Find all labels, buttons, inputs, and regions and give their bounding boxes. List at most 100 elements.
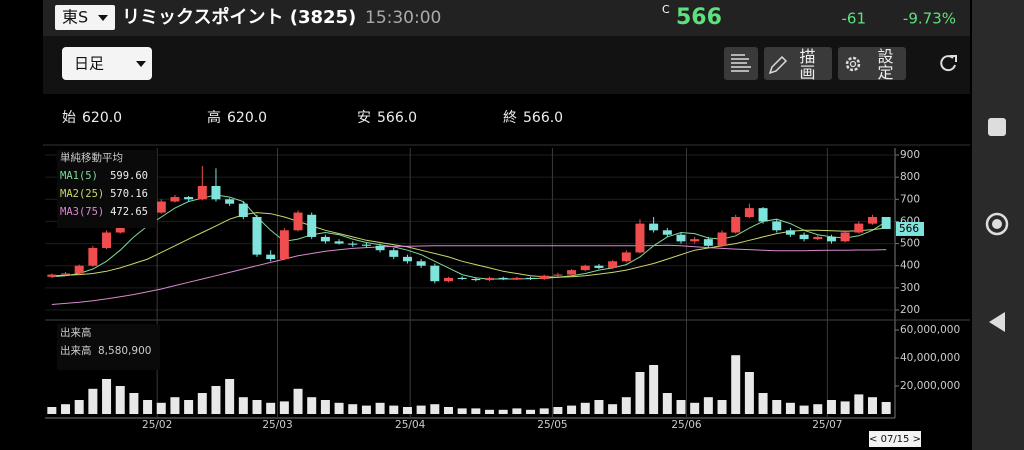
stock-title: リミックスポイント (3825) bbox=[122, 6, 356, 28]
refresh-icon[interactable] bbox=[940, 55, 956, 72]
volume-bar bbox=[320, 400, 330, 414]
volume-bar bbox=[293, 388, 303, 414]
legend-value: 599.60 bbox=[110, 170, 148, 182]
header-bar bbox=[43, 0, 970, 36]
candle-body bbox=[826, 236, 836, 242]
volume-bar bbox=[143, 400, 153, 414]
candle-body bbox=[102, 232, 112, 248]
candle-body bbox=[430, 265, 440, 282]
ohlc-label: 高 bbox=[207, 109, 221, 126]
candle-body bbox=[608, 261, 618, 268]
recents-button[interactable] bbox=[988, 118, 1006, 136]
candle-body bbox=[293, 212, 303, 231]
volume-bar bbox=[102, 379, 112, 414]
volume-bar bbox=[443, 407, 453, 414]
candle-body bbox=[526, 277, 536, 279]
x-tick-label: 25/05 bbox=[537, 419, 567, 431]
volume-bar bbox=[307, 397, 317, 414]
x-tick-label: 25/03 bbox=[262, 419, 292, 431]
ma-line bbox=[51, 212, 887, 278]
candle-body bbox=[854, 223, 864, 233]
candle-body bbox=[443, 277, 453, 282]
home-button[interactable] bbox=[985, 212, 1009, 236]
candle-body bbox=[238, 203, 248, 217]
candle-body bbox=[621, 252, 631, 262]
candle-body bbox=[649, 223, 659, 231]
last-price-label: 566 bbox=[899, 223, 919, 235]
volume-bar bbox=[731, 355, 741, 414]
settings-button[interactable] bbox=[838, 47, 906, 80]
volume-bar bbox=[703, 397, 713, 414]
volume-bar bbox=[197, 393, 207, 414]
price-prefix: C bbox=[662, 3, 670, 16]
candle-body bbox=[867, 217, 877, 224]
volume-bar bbox=[854, 394, 864, 414]
candle-body bbox=[567, 270, 577, 275]
volume-bar bbox=[348, 404, 358, 414]
candle-body bbox=[594, 265, 604, 268]
volume-bar bbox=[881, 401, 891, 414]
draw-button[interactable] bbox=[764, 47, 832, 80]
y-tick-label: 400 bbox=[900, 260, 920, 272]
dropdown-arrow bbox=[98, 15, 108, 21]
volume-bar bbox=[717, 400, 727, 414]
legend-name: MA3(75) bbox=[60, 206, 104, 218]
refresh-arrow bbox=[950, 55, 957, 62]
candle-body bbox=[772, 221, 782, 231]
volume-bar bbox=[389, 405, 399, 414]
y-tick-label: 20,000,000 bbox=[900, 380, 960, 392]
legend-title: 単純移動平均 bbox=[60, 151, 123, 164]
market-select[interactable] bbox=[55, 5, 115, 30]
volume-bar bbox=[74, 400, 84, 414]
volume-bar bbox=[840, 401, 850, 414]
volume-bar bbox=[526, 409, 536, 414]
candle-body bbox=[416, 261, 426, 266]
interval-select[interactable] bbox=[62, 47, 152, 80]
legend-box bbox=[57, 150, 157, 228]
volume-bar bbox=[170, 397, 180, 414]
volume-bar bbox=[334, 402, 344, 414]
candle-body bbox=[402, 256, 412, 262]
y-tick-label: 800 bbox=[900, 171, 920, 183]
ohlc-label: 始 bbox=[62, 110, 76, 126]
candle-body bbox=[813, 236, 823, 240]
volume-bar bbox=[47, 407, 57, 414]
x-tick-label: 25/04 bbox=[395, 419, 426, 431]
candle-body bbox=[279, 230, 289, 260]
volume-bar bbox=[485, 409, 495, 414]
volume-bar bbox=[252, 400, 262, 414]
last-price-tag bbox=[896, 221, 924, 236]
ohlc-value: 566.0 bbox=[377, 110, 417, 126]
volume-bar bbox=[553, 407, 563, 414]
list-icon bbox=[731, 54, 751, 72]
candle-body bbox=[361, 244, 371, 246]
plot: 20030040050060070080090020,000,00040,000… bbox=[45, 148, 960, 447]
candle-body bbox=[170, 197, 180, 202]
candle-body bbox=[553, 274, 563, 276]
volume-bar bbox=[238, 397, 248, 414]
volume-bar bbox=[676, 400, 686, 414]
volume-bar bbox=[115, 386, 125, 414]
volume-bar bbox=[744, 372, 754, 414]
ohlc-label: 終 bbox=[503, 110, 517, 126]
volume-bar bbox=[402, 407, 412, 414]
ohlc-value: 620.0 bbox=[82, 110, 122, 126]
candle-body bbox=[635, 223, 645, 253]
legend-name: MA1(5) bbox=[60, 170, 98, 182]
volume-bar bbox=[608, 404, 618, 414]
cursor-box bbox=[869, 431, 921, 447]
volume-bar bbox=[129, 393, 139, 414]
back-button[interactable] bbox=[989, 312, 1005, 332]
volume-bar bbox=[758, 393, 768, 414]
volume-bar bbox=[225, 379, 235, 414]
candle-body bbox=[580, 265, 590, 271]
ohlc-value: 566.0 bbox=[523, 110, 563, 126]
volume-bar bbox=[690, 402, 700, 414]
legend-value: 8,580,900 bbox=[98, 345, 151, 357]
candle-body bbox=[690, 239, 700, 242]
volume-bar bbox=[471, 408, 481, 414]
ohlc-value: 620.0 bbox=[227, 110, 267, 126]
legend-name: 出来高 bbox=[60, 344, 92, 357]
